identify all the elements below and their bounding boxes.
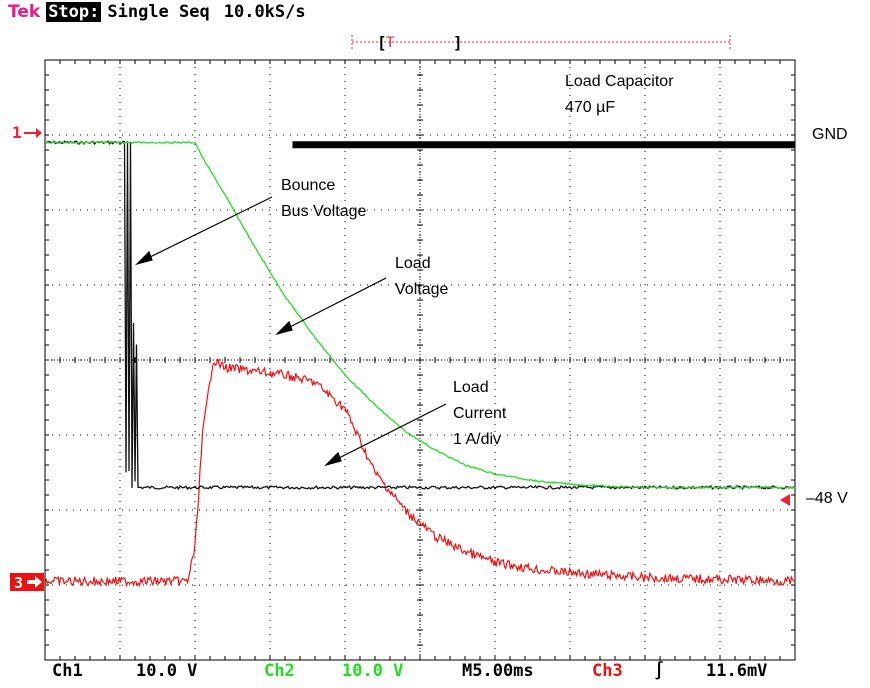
ch3-marker-arrow — [27, 576, 42, 588]
ch3-ground-marker: 3 — [10, 573, 44, 592]
window-bracket-left: [ — [377, 33, 387, 52]
load-current-label-line1: Load — [453, 379, 489, 396]
acquisition-mode: Single Seq — [107, 2, 210, 22]
trigger-slope-icon: ∫ — [654, 660, 664, 681]
trigger-source: Ch3 — [592, 661, 623, 681]
trigger-position-indicator: [ ] T — [351, 33, 731, 52]
sample-rate: 10.0kS/s — [223, 2, 306, 22]
load-voltage-label-line2: Voltage — [395, 281, 448, 298]
window-bracket-right: ] — [453, 33, 463, 52]
trigger-level-marker — [780, 494, 790, 506]
brand-label: Tek — [8, 2, 41, 22]
ch2-scale: 10.0 V — [342, 661, 403, 681]
bounce-arrow-line — [141, 196, 273, 262]
load-current-arrow-head — [323, 451, 342, 467]
ch1-label: Ch1 — [52, 661, 83, 681]
scope-header: Tek Stop: Single Seq 10.0kS/s — [8, 2, 306, 22]
annotation-arrows — [134, 196, 447, 467]
bounce-label-line2: Bus Voltage — [281, 203, 367, 220]
bounce-arrow-head — [134, 250, 153, 266]
graticule — [44, 59, 796, 661]
load-voltage-label-line1: Load — [395, 255, 431, 272]
gnd-label: GND — [812, 126, 848, 143]
run-state-badge: Stop: — [46, 2, 102, 22]
load-current-label-line2: Current — [453, 405, 507, 422]
load-capacitor-label: Load Capacitor — [565, 73, 674, 90]
load-voltage-arrow-head — [274, 320, 293, 336]
load-current-arrow-line — [330, 403, 447, 463]
ch1-marker-arrow — [24, 128, 42, 138]
ch1-marker-digit: 1 — [12, 123, 22, 142]
ch1-scale: 10.0 V — [136, 661, 197, 681]
trigger-marker-label: T — [386, 35, 395, 51]
minus48v-label: –48 V — [806, 490, 848, 507]
load-voltage-arrow-line — [281, 277, 387, 332]
load-current-label-line3: 1 A/div — [453, 431, 501, 448]
ch1-ground-marker: 1 — [12, 123, 42, 142]
trigger-level: 11.6mV — [706, 661, 767, 681]
ch2-load-voltage-trace — [44, 141, 795, 490]
ch3-marker-digit: 3 — [14, 574, 23, 592]
ch2-label: Ch2 — [264, 661, 295, 681]
capacitance-value: 470 µF — [565, 99, 615, 116]
ch3-current-trace — [44, 358, 796, 588]
timebase-readout: M5.00ms — [462, 661, 534, 681]
bounce-label-line1: Bounce — [281, 177, 335, 194]
